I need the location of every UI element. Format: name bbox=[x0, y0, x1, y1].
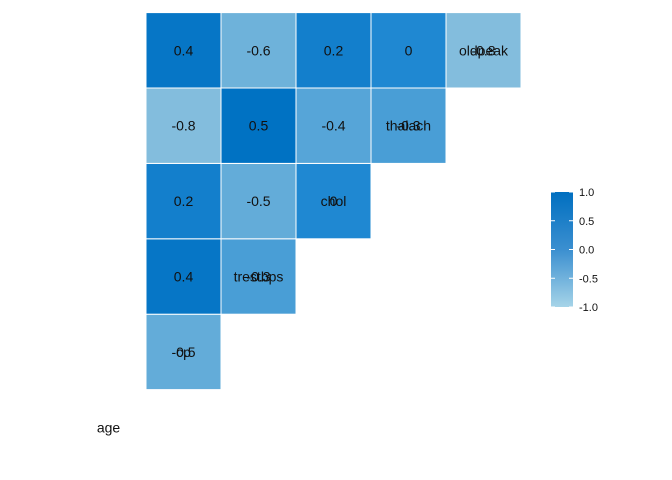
color-legend: 1.0 0.5 0.0 -0.5 -1.0 bbox=[551, 187, 598, 314]
variable-label-thalach: thalach bbox=[386, 118, 431, 134]
heatmap-cell-chol-cp bbox=[220, 162, 297, 240]
cell-value-label: -0.8 bbox=[471, 42, 495, 58]
heatmap-cell-oldpeak-trestbps bbox=[295, 12, 372, 89]
variable-label-trestbps: trestbps bbox=[234, 269, 284, 285]
variable-label-age: age bbox=[97, 419, 121, 435]
cell-value-label: -0.4 bbox=[321, 118, 345, 134]
heatmap-cell-thalach-chol bbox=[370, 87, 447, 164]
heatmap-cell-trestbps-age bbox=[145, 238, 222, 315]
variable-label-chol: chol bbox=[321, 193, 347, 209]
heatmap-cell-trestbps-cp bbox=[220, 238, 297, 315]
cell-value-label: -0.8 bbox=[171, 118, 195, 134]
cell-value-label: 0.4 bbox=[174, 269, 194, 285]
cell-value-label: 0 bbox=[405, 42, 413, 58]
variable-label-cp: cp bbox=[176, 344, 191, 360]
heatmap-cell-thalach-age bbox=[145, 87, 222, 164]
cell-value-label: -0.5 bbox=[171, 344, 195, 360]
variable-labels: age cp trestbps chol thalach oldpeak bbox=[97, 42, 509, 435]
heatmap-cell-oldpeak-age bbox=[145, 12, 222, 89]
cell-value-label: 0.4 bbox=[174, 42, 194, 58]
variable-label-oldpeak: oldpeak bbox=[459, 42, 509, 58]
heatmap-cell-cp-age bbox=[145, 313, 222, 391]
heatmap-cell-thalach-cp bbox=[220, 87, 297, 164]
cell-value-label: -0.3 bbox=[396, 118, 420, 134]
cell-value-label: -0.6 bbox=[246, 42, 270, 58]
legend-tick-label: 0.0 bbox=[579, 245, 594, 257]
legend-colorbar bbox=[551, 192, 573, 307]
cell-value-label: 0.2 bbox=[174, 193, 194, 209]
cell-value-label: 0.5 bbox=[249, 118, 269, 134]
heatmap-cell-oldpeak-thalach bbox=[445, 12, 522, 89]
legend-tick-label: -0.5 bbox=[579, 273, 598, 285]
heatmap-cells: -0.5 0.4 -0.3 0.2 -0.5 0 -0.8 0.5 -0.4 -0.3 0.4 -0.… bbox=[145, 12, 522, 391]
legend-tick-label: -1.0 bbox=[579, 302, 598, 314]
legend-tick-label: 0.5 bbox=[579, 216, 594, 228]
cell-value-label: 0.2 bbox=[324, 42, 344, 58]
heatmap-cell-chol-trestbps bbox=[295, 162, 372, 240]
cell-value-label: -0.3 bbox=[246, 269, 270, 285]
cell-value-label: 0 bbox=[330, 193, 338, 209]
cell-value-label: -0.5 bbox=[246, 193, 270, 209]
heatmap-cell-oldpeak-chol bbox=[370, 12, 447, 89]
legend-tick-label: 1.0 bbox=[579, 187, 594, 199]
